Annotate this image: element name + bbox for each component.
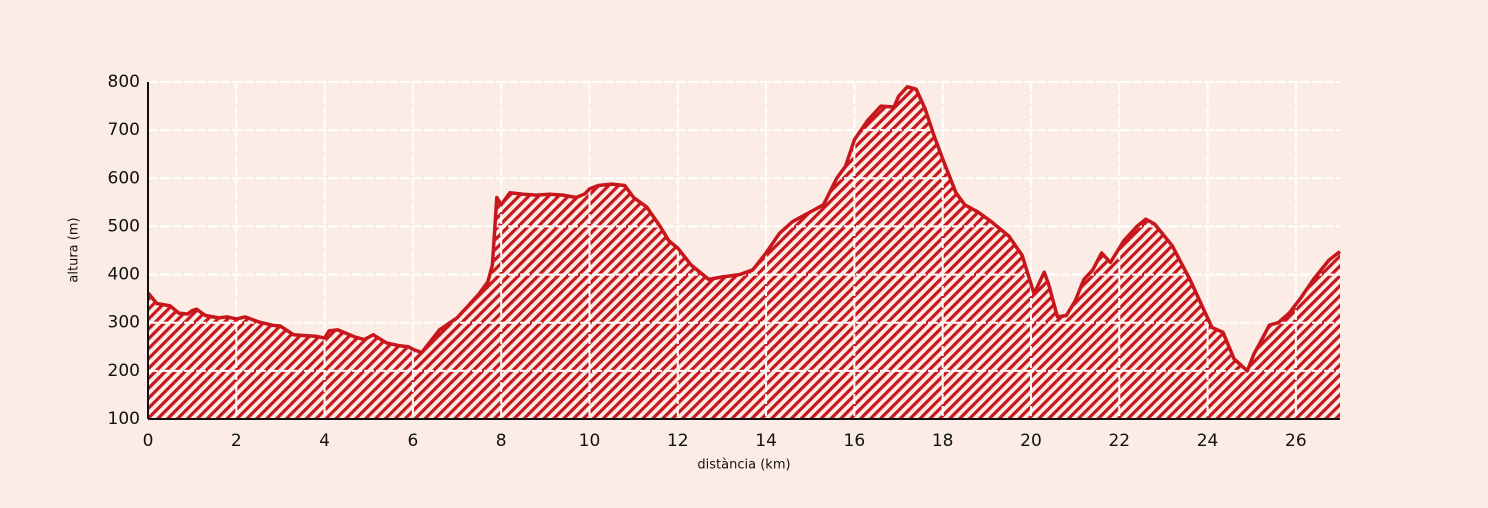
y-tick-label: 300 [108,313,140,333]
y-tick-label: 600 [108,168,140,188]
x-axis-label: distància (km) [697,458,790,473]
y-tick-label: 200 [108,361,140,381]
y-axis-label: altura (m) [67,217,82,282]
elevation-line [146,85,1342,373]
y-tick-label: 700 [108,120,140,140]
x-tick-label: 22 [1108,431,1130,451]
y-tick-label: 100 [108,409,140,429]
area-fill [148,86,1340,420]
y-tick-label: 800 [108,72,140,92]
x-tick-label: 16 [844,431,866,451]
x-tick-label: 0 [143,431,154,451]
x-tick-label: 12 [667,431,689,451]
x-tick-label: 14 [755,431,777,451]
x-tick-label: 10 [579,431,601,451]
x-tick-label: 18 [932,431,954,451]
x-tick-label: 20 [1020,431,1042,451]
x-tick-label: 6 [407,431,418,451]
x-tick-label: 26 [1285,431,1307,451]
x-tick-label: 4 [319,431,330,451]
x-tick-label: 8 [496,431,507,451]
x-tick-label: 24 [1197,431,1219,451]
x-tick-label: 2 [231,431,242,451]
y-tick-label: 500 [108,216,140,236]
y-tick-label: 400 [108,265,140,285]
